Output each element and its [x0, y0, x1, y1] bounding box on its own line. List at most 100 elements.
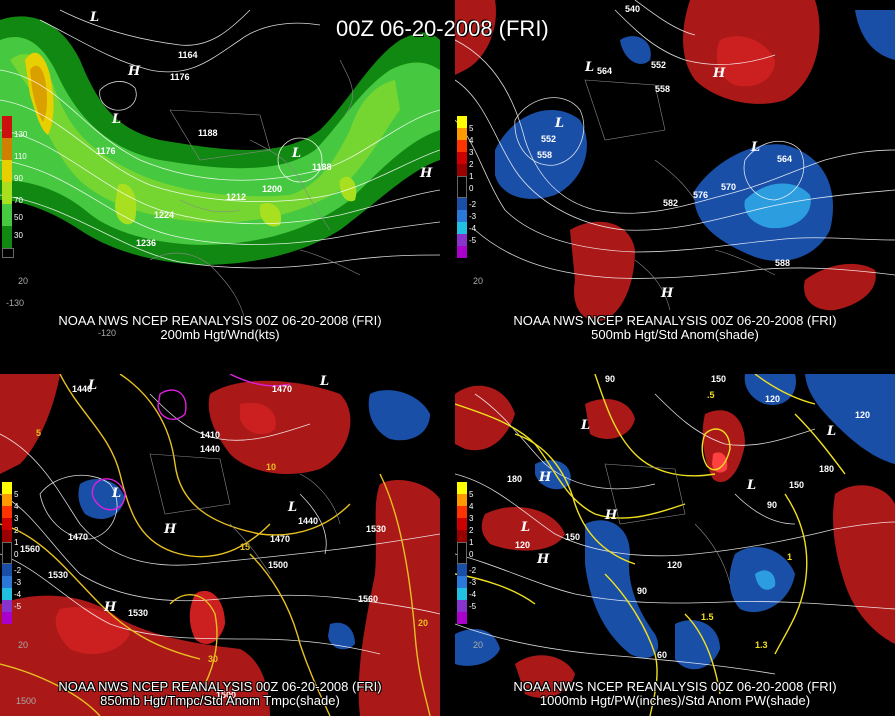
legend-swatch	[457, 152, 467, 164]
contour-label: 1500	[268, 560, 289, 570]
contour-label: 120	[855, 410, 871, 420]
legend-swatch	[457, 600, 467, 612]
contour-label: 1188	[198, 128, 218, 138]
contour-label: 576	[693, 190, 709, 200]
legend-swatch	[2, 248, 14, 258]
contour-label: 1	[787, 552, 793, 562]
contour-label: 90	[605, 374, 616, 384]
legend-label: -5	[14, 602, 22, 611]
legend-swatch	[457, 576, 467, 588]
legend-label: 4	[469, 502, 474, 511]
panel-200mb: 130 110 90 70 50 30 1176 1188 1212 1200 …	[0, 0, 440, 342]
lon-label: -120	[98, 328, 117, 338]
contour-label: 90	[637, 586, 648, 596]
contour-label: 1.5	[701, 612, 714, 622]
legend-label: 5	[469, 490, 474, 499]
legend-swatch	[457, 482, 467, 494]
legend-swatch	[457, 518, 467, 530]
contour-label: 558	[537, 150, 553, 160]
contour-label: 1470	[270, 534, 291, 544]
legend-swatch	[457, 234, 467, 246]
contour-label: 150	[711, 374, 727, 384]
legend-swatch	[2, 494, 12, 506]
legend-swatch	[457, 116, 467, 128]
legend-label: 110	[14, 152, 27, 161]
high-center: H	[539, 470, 552, 485]
panel-1000mb: 5 4 3 2 1 0 -2 -3 -4 -5 90 150 120 180 1…	[455, 374, 895, 716]
legend-label: -4	[14, 590, 22, 599]
legend-label: -4	[469, 590, 477, 599]
contour-label: 1500	[216, 690, 237, 700]
legend-label: 3	[469, 148, 474, 157]
legend-label: -4	[469, 224, 477, 233]
contour-label: 120	[765, 394, 781, 404]
legend-label: 0	[469, 550, 474, 559]
legend-swatch	[457, 222, 467, 234]
high-center: H	[128, 64, 141, 79]
legend-swatch	[2, 160, 12, 182]
map-200mb	[0, 0, 440, 342]
contour-label: 1530	[48, 570, 69, 580]
contour-label: 180	[819, 464, 835, 474]
contour-label: 90	[767, 500, 778, 510]
contour-label: 15	[240, 542, 251, 552]
low-center: L	[112, 112, 122, 127]
caption-500mb-line2: 500mb Hgt/Std Anom(shade)	[591, 327, 759, 342]
contour-label: 1530	[366, 524, 387, 534]
contour-label: 20	[418, 618, 429, 628]
contour-label: 1164	[178, 50, 198, 60]
contour-edge-label: 1500	[16, 696, 37, 706]
high-center: H	[713, 66, 726, 81]
legend-label: 5	[469, 124, 474, 133]
low-center: L	[747, 478, 757, 493]
contour-label: 558	[655, 84, 671, 94]
legend-swatch	[2, 612, 12, 624]
low-center: L	[292, 146, 302, 161]
legend-swatch	[2, 226, 12, 248]
legend-label: 2	[469, 160, 474, 169]
contour-label: 120	[667, 560, 683, 570]
legend-swatch	[457, 564, 467, 576]
legend-swatch	[2, 530, 12, 542]
legend-swatch	[457, 588, 467, 600]
contour-label: 10	[266, 462, 277, 472]
legend-swatch	[2, 600, 12, 612]
contour-label: 180	[507, 474, 523, 484]
legend-label: 4	[469, 136, 474, 145]
legend-label: -5	[469, 236, 477, 245]
lat-label: 20	[473, 640, 484, 650]
legend-swatch	[457, 506, 467, 518]
map-500mb	[455, 0, 895, 342]
contour-label: .5	[707, 390, 715, 400]
legend-label: 0	[14, 550, 19, 559]
contour-label: 1410	[200, 430, 221, 440]
legend-swatch	[2, 506, 12, 518]
caption-1000mb-line1: NOAA NWS NCEP REANALYSIS 00Z 06-20-2008 …	[513, 679, 837, 694]
legend-swatch	[457, 176, 467, 198]
lat-label: 20	[18, 276, 29, 286]
caption-500mb-line1: NOAA NWS NCEP REANALYSIS 00Z 06-20-2008 …	[513, 313, 837, 328]
legend-label: 50	[14, 213, 23, 222]
legend-swatch	[457, 164, 467, 176]
contour-label: 150	[565, 532, 581, 542]
lat-label: 20	[18, 640, 29, 650]
map-1000mb	[455, 374, 895, 716]
main-title: 00Z 06-20-2008 (FRI)	[336, 16, 549, 41]
legend-swatch	[457, 246, 467, 258]
contour-label: 1176	[170, 72, 190, 82]
legend-label: 30	[14, 231, 23, 240]
panel-500mb: 5 4 3 2 1 0 -2 -3 -4 -5 540 552 564 558 …	[455, 0, 895, 342]
contour-label: 552	[541, 134, 557, 144]
legend-label: 3	[469, 514, 474, 523]
contour-label: 30	[208, 654, 219, 664]
legend-swatch	[457, 530, 467, 542]
low-center: L	[555, 116, 565, 131]
legend-label: 0	[469, 184, 474, 193]
high-center: H	[104, 600, 117, 615]
contour-label: 1188	[312, 162, 332, 172]
low-center: L	[581, 418, 591, 433]
caption-200mb-line2: 200mb Hgt/Wnd(kts)	[160, 327, 280, 342]
high-center: H	[420, 166, 433, 181]
legend-swatch	[2, 588, 12, 600]
legend-label: -2	[469, 200, 477, 209]
